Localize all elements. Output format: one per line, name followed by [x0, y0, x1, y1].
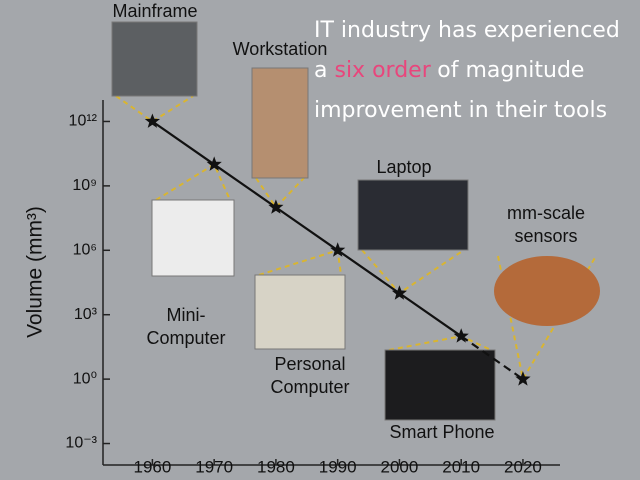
marker [144, 113, 160, 128]
headline-segment: a [314, 58, 327, 83]
x-tick-label: 2010 [442, 457, 480, 476]
connector [255, 177, 305, 209]
marker [268, 199, 284, 214]
headline-segment: IT industry has experienced [314, 18, 620, 43]
device-label: Workstation [233, 39, 328, 59]
x-tick-label: 1960 [133, 457, 171, 476]
headline-segment: six order [334, 58, 431, 83]
marker [453, 328, 469, 343]
device-label: Computer [270, 377, 349, 397]
device-label: mm-scale [507, 203, 585, 223]
connector [258, 248, 342, 276]
device-photo [111, 21, 198, 97]
x-tick-label: 2000 [381, 457, 419, 476]
device-label: Laptop [376, 157, 431, 177]
device-label: Personal [274, 354, 345, 374]
device-photo [384, 349, 496, 421]
device-photo [251, 67, 309, 179]
marker [515, 371, 531, 386]
y-tick-label: 10¹² [69, 113, 98, 130]
connector [115, 95, 194, 123]
headline-segment: of magnitude [437, 58, 584, 83]
y-tick-label: 10⁻³ [65, 435, 97, 452]
headline: improvement in their tools [314, 98, 607, 123]
marker [391, 285, 407, 300]
marker [330, 242, 346, 257]
connector [155, 162, 231, 201]
device-label: sensors [514, 226, 577, 246]
x-tick-label: 1990 [319, 457, 357, 476]
device-label: Mini- [167, 305, 206, 325]
device-photo [254, 274, 346, 350]
headline-segment: improvement in their tools [314, 98, 607, 123]
y-tick-label: 10⁰ [73, 370, 97, 387]
x-tick-label: 1980 [257, 457, 295, 476]
y-tick-label: 10⁹ [72, 177, 97, 194]
x-tick-label: 1970 [195, 457, 233, 476]
device-photo [494, 256, 600, 326]
y-tick-label: 10⁶ [73, 242, 97, 259]
device-label: Smart Phone [389, 422, 494, 442]
y-axis-label: Volume (mm³) [24, 206, 47, 338]
device-label: Mainframe [112, 1, 197, 21]
device-photo [357, 179, 469, 251]
connector [361, 249, 465, 295]
x-tick-label: 2020 [504, 457, 542, 476]
headline: a six order of magnitude [314, 58, 584, 83]
connector [388, 335, 492, 351]
device-label: Computer [146, 328, 225, 348]
y-tick-label: 10³ [74, 306, 98, 323]
headline: IT industry has experienced [314, 18, 620, 43]
marker [206, 156, 222, 171]
device-photo [151, 199, 235, 277]
line-solid [151, 120, 462, 338]
